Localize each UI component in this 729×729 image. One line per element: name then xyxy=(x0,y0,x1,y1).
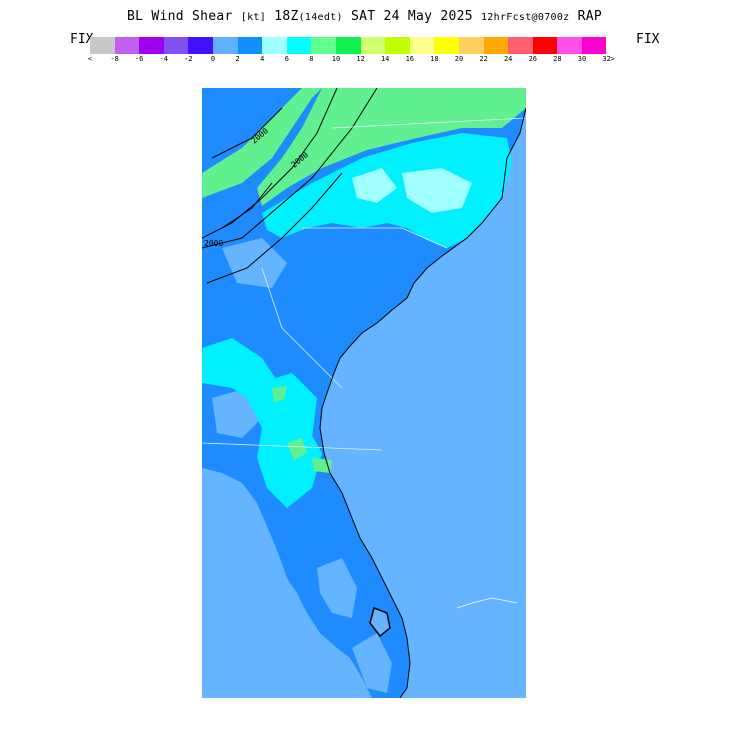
legend-tick-label: < xyxy=(87,55,93,63)
map-title: BL Wind Shear [kt] 18Z(14edt) SAT 24 May… xyxy=(0,9,729,24)
title-edt: (14edt) xyxy=(298,12,343,23)
legend-swatch xyxy=(458,37,484,54)
legend-tick-label: 18 xyxy=(430,55,439,63)
light-blue-patch xyxy=(202,468,262,533)
legend-tick-label: 26 xyxy=(528,55,538,63)
legend-swatch xyxy=(114,37,140,54)
state-borders xyxy=(202,117,526,451)
legend-tick-label: 22 xyxy=(479,55,488,63)
legend-tick-label: 2 xyxy=(235,55,240,63)
legend-tick-label: 28 xyxy=(553,55,562,63)
legend-tick-label: 32 xyxy=(602,55,611,63)
light-blue-patch xyxy=(317,558,357,618)
legend-swatch xyxy=(409,37,435,54)
legend-swatch xyxy=(434,37,459,54)
lake xyxy=(369,607,391,638)
title-main: BL Wind Shear xyxy=(126,9,241,24)
title-unit: [kt] xyxy=(240,12,267,23)
legend-tick-label: 12 xyxy=(356,55,365,63)
contour-label: 2000 xyxy=(204,239,223,248)
legend-swatch xyxy=(163,37,189,54)
legend-swatch xyxy=(139,37,164,54)
legend-swatch xyxy=(483,37,509,54)
legend-tick-label: 14 xyxy=(380,55,390,63)
legend-tick-label: -6 xyxy=(134,55,144,63)
fix-left-label: FIX xyxy=(70,32,94,47)
legend-swatch xyxy=(508,37,533,54)
legend-swatch xyxy=(335,37,361,54)
legend-tick-label: 24 xyxy=(503,55,513,63)
title-model: RAP xyxy=(569,9,602,24)
wind-shear-map: 2000 2000 2000 xyxy=(202,88,526,698)
legend-tick-label: 20 xyxy=(454,55,464,63)
legend-tick-label: 0 xyxy=(210,55,216,63)
legend-tick-label: 8 xyxy=(309,55,314,63)
title-date: SAT 24 May 2025 xyxy=(342,9,481,24)
legend-tick-label: -4 xyxy=(159,55,169,63)
legend-swatch xyxy=(532,37,558,54)
green-patch xyxy=(287,438,307,460)
light-blue-patch xyxy=(222,238,287,288)
terrain-contours xyxy=(202,88,378,284)
aqua-patch xyxy=(402,168,472,213)
legend-swatch xyxy=(360,37,386,54)
aqua-patch xyxy=(352,168,397,203)
legend-tick-label: -8 xyxy=(110,55,119,63)
color-legend-ticks: < -8 -6 -4 -2 0 2 4 6 8 10 12 14 16 18 20 22 24 26 28 30 32 > xyxy=(87,55,632,67)
legend-swatch xyxy=(581,37,607,54)
legend-tick-label: 4 xyxy=(260,55,265,63)
legend-swatch xyxy=(90,37,115,54)
legend-swatch xyxy=(188,37,213,54)
cyan-patch xyxy=(257,418,322,508)
legend-swatch xyxy=(385,37,410,54)
legend-swatch xyxy=(237,37,263,54)
green-region xyxy=(202,88,322,198)
color-legend-bar xyxy=(90,37,607,54)
legend-tick-label: > xyxy=(610,55,615,63)
legend-swatch xyxy=(262,37,287,54)
legend-swatch xyxy=(212,37,238,54)
legend-swatch xyxy=(286,37,312,54)
light-blue-patch xyxy=(352,633,392,693)
legend-tick-label: 6 xyxy=(284,55,289,63)
island-outline xyxy=(456,597,518,609)
legend-tick-label: 16 xyxy=(405,55,415,63)
legend-swatch xyxy=(311,37,336,54)
legend-tick-label: -2 xyxy=(184,55,193,63)
title-time: 18Z xyxy=(266,9,299,24)
fix-right-label: FIX xyxy=(636,32,660,47)
title-forecast: 12hrFcst@0700z xyxy=(480,12,570,23)
legend-swatch xyxy=(557,37,582,54)
green-patch xyxy=(272,386,287,402)
legend-tick-label: 30 xyxy=(577,55,587,63)
coastline xyxy=(319,107,526,698)
legend-tick-label: 10 xyxy=(331,55,341,63)
